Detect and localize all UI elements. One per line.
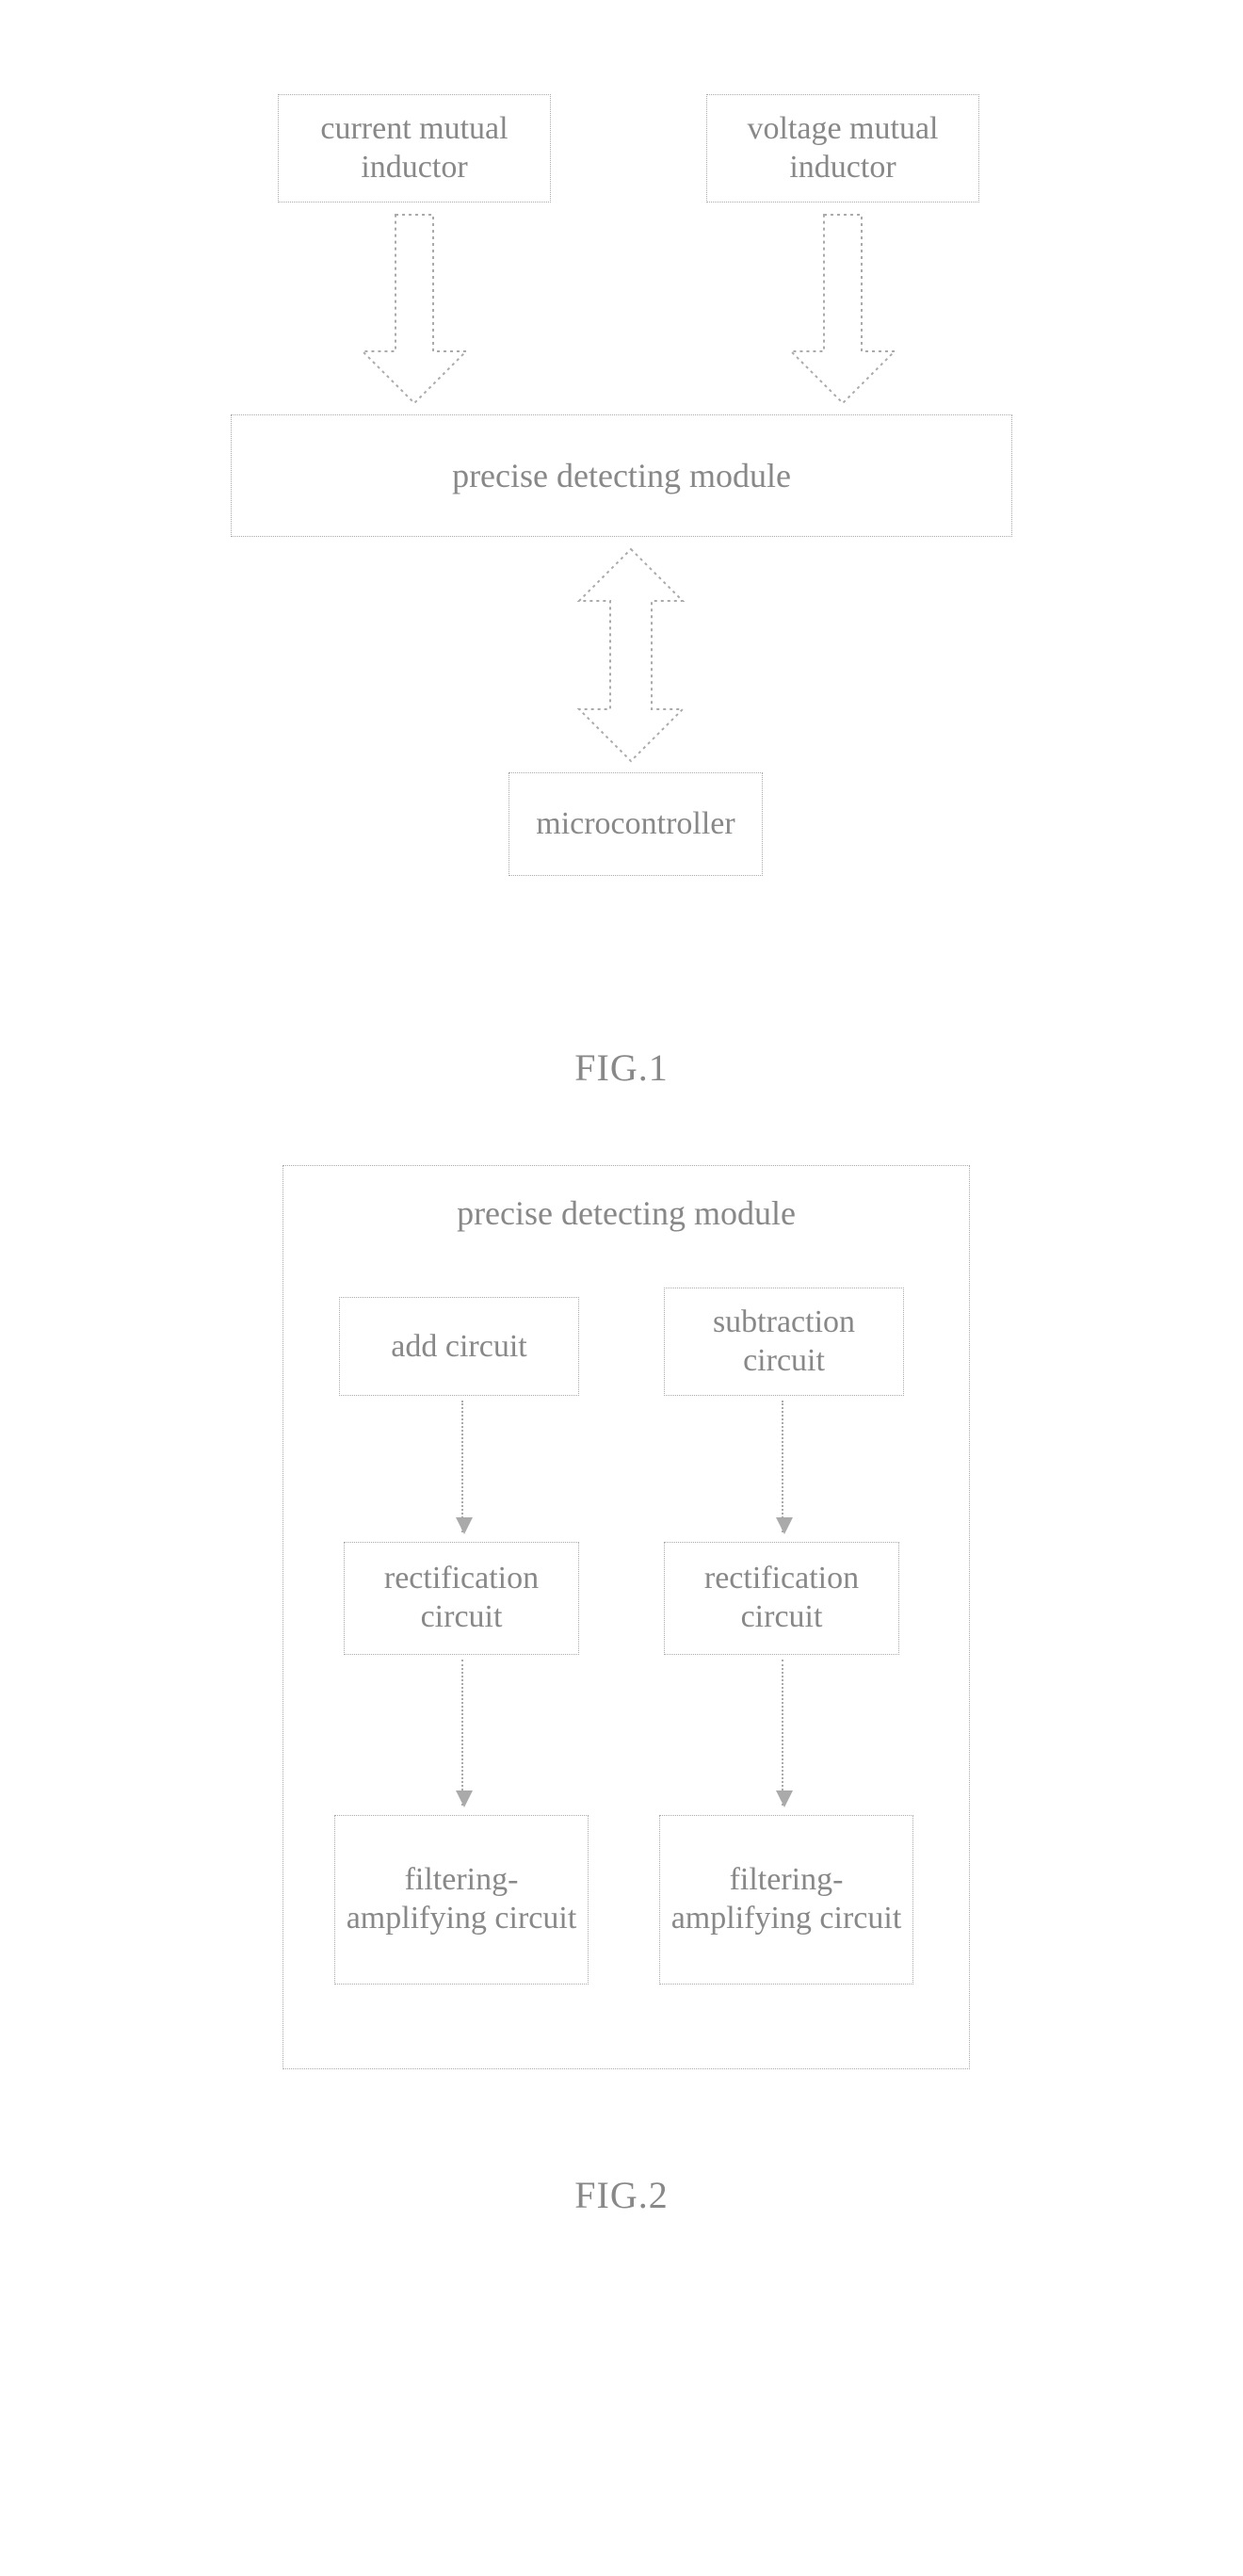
node-label: rectification circuit	[345, 1560, 578, 1637]
node-current-inductor: current mutual inductor	[278, 94, 551, 203]
node-label: filtering-amplifying circuit	[660, 1861, 912, 1938]
node-label: subtraction circuit	[665, 1304, 903, 1381]
page-root: current mutual inductor voltage mutual i…	[0, 0, 1243, 2368]
arrow-down-icon	[782, 210, 904, 408]
arrow-down-icon	[353, 210, 476, 408]
node-microcontroller: microcontroller	[508, 772, 763, 876]
fig1-caption: FIG.1	[574, 1045, 668, 1090]
node-subtraction-circuit: subtraction circuit	[664, 1288, 904, 1396]
node-label: microcontroller	[526, 806, 744, 842]
arrow-down-icon	[782, 1401, 783, 1532]
node-precise-module: precise detecting module	[231, 414, 1012, 537]
arrow-down-icon	[461, 1401, 463, 1532]
arrow-down-icon	[782, 1660, 783, 1806]
fig2-caption: FIG.2	[574, 2173, 668, 2217]
arrow-down-icon	[461, 1660, 463, 1806]
arrow-bidirectional-icon	[565, 544, 697, 766]
node-label: add circuit	[381, 1329, 536, 1365]
node-filter-amp-left: filtering-amplifying circuit	[334, 1815, 589, 1985]
fig2-diagram: precise detecting module add circuit sub…	[151, 1165, 1092, 2126]
node-label: precise detecting module	[443, 456, 800, 495]
node-voltage-inductor: voltage mutual inductor	[706, 94, 979, 203]
fig1-diagram: current mutual inductor voltage mutual i…	[151, 57, 1092, 998]
fig2-container-label: precise detecting module	[282, 1193, 970, 1233]
node-rectification-left: rectification circuit	[344, 1542, 579, 1655]
node-label: current mutual inductor	[279, 110, 550, 187]
node-rectification-right: rectification circuit	[664, 1542, 899, 1655]
node-filter-amp-right: filtering-amplifying circuit	[659, 1815, 913, 1985]
node-label: filtering-amplifying circuit	[335, 1861, 588, 1938]
node-add-circuit: add circuit	[339, 1297, 579, 1396]
node-label: rectification circuit	[665, 1560, 898, 1637]
node-label: voltage mutual inductor	[707, 110, 978, 187]
